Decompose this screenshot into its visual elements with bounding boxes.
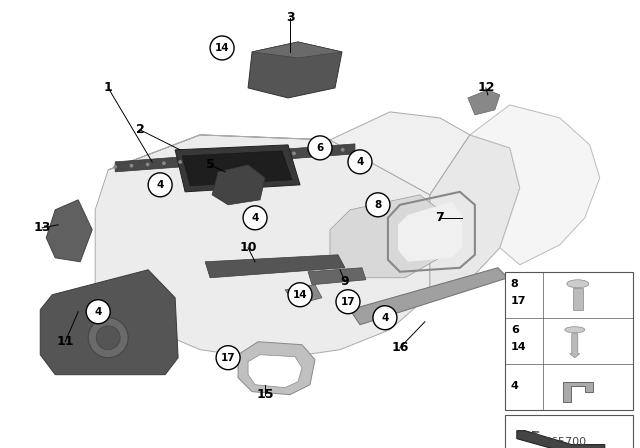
Bar (505, 415, 633, 448)
Circle shape (260, 155, 262, 157)
Circle shape (309, 151, 312, 153)
Polygon shape (182, 151, 292, 186)
Polygon shape (308, 268, 366, 285)
Text: 365700: 365700 (544, 437, 586, 447)
Circle shape (147, 163, 149, 166)
Polygon shape (46, 200, 92, 262)
Text: 8: 8 (511, 279, 518, 289)
Circle shape (130, 164, 132, 167)
Text: 3: 3 (285, 12, 294, 25)
Polygon shape (248, 42, 342, 98)
Circle shape (348, 150, 372, 174)
Text: 4: 4 (381, 313, 388, 323)
Text: 4: 4 (156, 180, 164, 190)
Polygon shape (175, 145, 300, 192)
Circle shape (336, 290, 360, 314)
Text: 9: 9 (340, 275, 349, 288)
Text: 10: 10 (239, 241, 257, 254)
Circle shape (195, 159, 198, 162)
FancyArrow shape (570, 334, 580, 358)
Text: 6: 6 (511, 325, 518, 335)
Polygon shape (252, 42, 342, 58)
Text: 13: 13 (33, 221, 51, 234)
Text: 6: 6 (316, 143, 324, 153)
Polygon shape (115, 144, 355, 172)
Text: 14: 14 (215, 43, 229, 53)
Text: 2: 2 (136, 123, 145, 136)
Text: 7: 7 (436, 211, 444, 224)
Polygon shape (430, 135, 520, 295)
Text: 15: 15 (256, 388, 274, 401)
Polygon shape (468, 90, 500, 115)
Circle shape (243, 206, 267, 230)
Circle shape (210, 36, 234, 60)
Polygon shape (248, 355, 302, 388)
Circle shape (179, 161, 181, 163)
Circle shape (276, 154, 279, 156)
Polygon shape (95, 135, 430, 360)
Circle shape (88, 318, 128, 358)
Text: 17: 17 (511, 296, 526, 306)
Circle shape (216, 346, 240, 370)
Text: 5: 5 (205, 158, 214, 172)
Polygon shape (517, 431, 605, 448)
Circle shape (86, 300, 110, 324)
Polygon shape (285, 285, 322, 305)
Circle shape (325, 150, 328, 152)
Bar (505, 272, 633, 409)
Text: 11: 11 (56, 335, 74, 348)
Circle shape (366, 193, 390, 217)
Polygon shape (238, 342, 315, 395)
Polygon shape (350, 268, 508, 325)
Polygon shape (205, 255, 345, 278)
Circle shape (163, 162, 165, 164)
Circle shape (114, 166, 116, 168)
Text: 12: 12 (477, 82, 495, 95)
Circle shape (373, 306, 397, 330)
Circle shape (148, 173, 172, 197)
Text: 1: 1 (104, 82, 113, 95)
Polygon shape (470, 105, 600, 265)
Circle shape (211, 158, 214, 161)
Circle shape (96, 326, 120, 350)
Text: 8: 8 (374, 200, 381, 210)
Circle shape (342, 149, 344, 151)
Circle shape (288, 283, 312, 307)
Circle shape (293, 152, 295, 155)
Circle shape (244, 156, 246, 158)
Text: 16: 16 (391, 341, 408, 354)
Polygon shape (212, 165, 265, 205)
Circle shape (308, 136, 332, 160)
Text: 4: 4 (511, 381, 518, 391)
Polygon shape (398, 202, 462, 262)
Text: 4: 4 (356, 157, 364, 167)
Bar (573, 288, 583, 310)
Polygon shape (108, 112, 470, 195)
Ellipse shape (564, 327, 585, 333)
Text: 14: 14 (292, 290, 307, 300)
Polygon shape (563, 382, 593, 402)
Ellipse shape (567, 280, 589, 288)
Circle shape (228, 157, 230, 159)
Text: 4: 4 (95, 307, 102, 317)
Text: 17: 17 (340, 297, 355, 307)
Text: 17: 17 (221, 353, 236, 363)
Text: 4: 4 (252, 213, 259, 223)
Polygon shape (330, 195, 450, 278)
Polygon shape (40, 270, 178, 375)
Text: 14: 14 (511, 342, 527, 352)
